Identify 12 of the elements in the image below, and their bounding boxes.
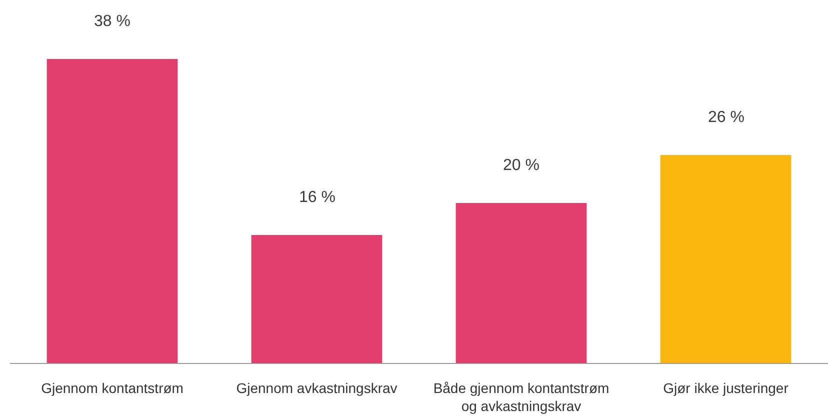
x-tick-label: Gjør ikke justeringer — [663, 380, 789, 396]
bar — [251, 235, 382, 363]
data-label: 38 % — [94, 13, 130, 30]
bar — [660, 155, 792, 363]
x-tick-label: Gjennom avkastningskrav — [236, 380, 398, 396]
data-label: 20 % — [503, 157, 540, 174]
data-label: 16 % — [299, 189, 336, 206]
bar — [456, 203, 587, 363]
x-tick-label: Gjennom kontantstrøm — [41, 380, 184, 396]
data-label: 26 % — [708, 109, 744, 126]
x-tick-label: Både gjennom kontantstrøm og avkastningskrav — [433, 380, 610, 414]
bar — [46, 59, 178, 363]
